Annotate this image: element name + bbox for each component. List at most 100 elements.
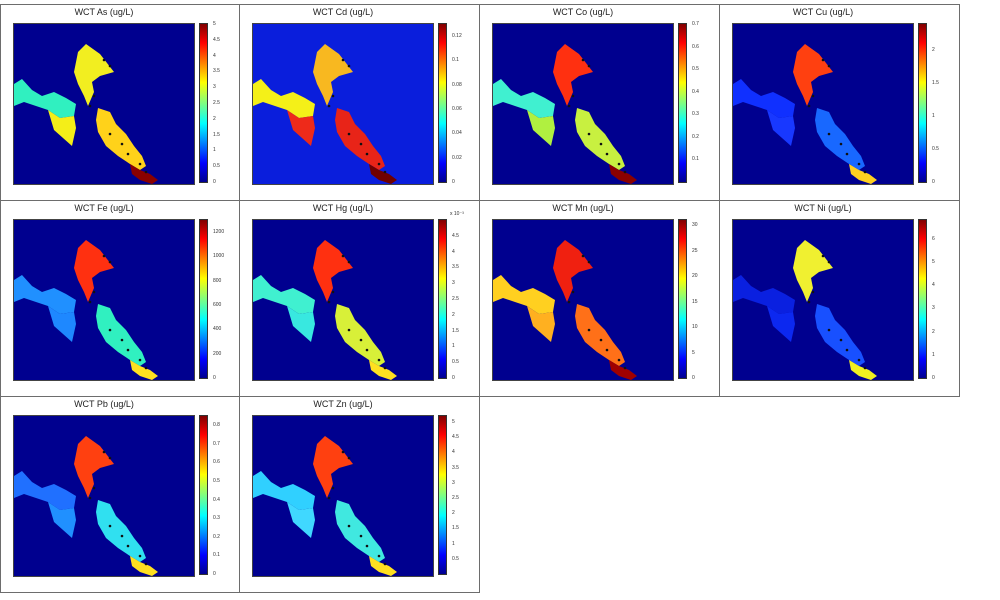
heatmap-svg	[733, 44, 877, 184]
colorbar-tick-label: 6	[932, 235, 935, 242]
station-point	[605, 348, 609, 352]
colorbar-tick-label: 2	[932, 328, 935, 335]
colorbar	[678, 219, 687, 379]
heatmap-plot-area	[13, 415, 195, 577]
colorbar-tick-label: 0.12	[452, 33, 462, 40]
heatmap-svg	[733, 240, 877, 380]
station-point	[92, 290, 96, 294]
colorbar-tick-label: 5	[692, 349, 695, 356]
colorbar-tick-label: 3	[452, 479, 455, 486]
colorbar	[438, 219, 447, 379]
station-point	[377, 162, 381, 166]
panel-hg: WCT Hg (ug/L) x 10⁻³ 0 0.5 1 1.5 2 2.5 3 3.5 4 4.5	[239, 200, 480, 397]
colorbar-tick-label: 2	[452, 510, 455, 517]
zone-outlet	[130, 556, 158, 576]
colorbar-tick-label: 3	[452, 280, 455, 287]
station-point	[623, 170, 627, 174]
chart-title: WCT Pb (ug/L)	[74, 399, 134, 409]
station-point	[144, 366, 148, 370]
station-point	[327, 300, 331, 304]
colorbar-tick-label: 0.2	[692, 133, 699, 140]
station-point	[144, 170, 148, 174]
zone-outlet	[609, 164, 637, 184]
heatmap-plot-area	[492, 219, 674, 381]
heatmap-plot-area	[252, 219, 434, 381]
station-point	[821, 58, 825, 62]
heatmap-plot-area	[732, 23, 914, 185]
colorbar-tick-label: 0	[932, 375, 935, 381]
station-point	[102, 450, 106, 454]
colorbar-tick-label: 0.7	[692, 21, 699, 27]
colorbar-tick-label: 0.5	[692, 66, 699, 73]
station-point	[327, 104, 331, 108]
panel-ni: WCT Ni (ug/L) 0 1 2 3 4 5 6	[719, 200, 960, 397]
station-point	[120, 338, 124, 342]
colorbar-tick-label: 5	[932, 258, 935, 265]
station-point	[331, 486, 335, 490]
colorbar-tick-label: 0.08	[452, 81, 462, 88]
colorbar-tick-label: 0.5	[452, 359, 459, 366]
station-point	[839, 338, 843, 342]
zone-west-channel	[14, 471, 76, 510]
colorbar	[199, 415, 208, 575]
station-point	[365, 348, 369, 352]
colorbar-tick-label: 3.5	[452, 464, 459, 471]
heatmap-svg	[493, 240, 637, 380]
colorbar-tick-label: 25	[692, 247, 698, 254]
station-point	[359, 534, 363, 538]
zone-west-channel	[493, 79, 555, 118]
station-point	[120, 142, 124, 146]
colorbar-tick-label: 0.06	[452, 106, 462, 113]
panel-cu: WCT Cu (ug/L) 0 0.5 1 1.5 2	[719, 4, 960, 201]
station-point	[571, 290, 575, 294]
station-point	[807, 104, 811, 108]
colorbar-tick-label: 1000	[213, 253, 225, 260]
station-point	[138, 554, 142, 558]
station-point	[108, 132, 112, 136]
station-point	[567, 104, 571, 108]
station-point	[126, 152, 130, 156]
colorbar-tick-label: 0.2	[213, 533, 220, 540]
colorbar-tick-label: 5	[452, 419, 455, 426]
colorbar-tick-label: 4	[213, 52, 216, 59]
colorbar-tick-label: 4	[452, 449, 455, 456]
colorbar-tick-label: 4.5	[213, 36, 220, 43]
station-point	[581, 58, 585, 62]
heatmap-plot-area	[252, 23, 434, 185]
station-point	[341, 254, 345, 258]
colorbar-tick-label: 0.5	[452, 555, 459, 562]
colorbar-tick-label: 0	[452, 179, 455, 185]
station-point	[863, 170, 867, 174]
station-point	[599, 338, 603, 342]
zone-outlet	[130, 360, 158, 380]
colorbar-tick-label: 0	[452, 375, 455, 381]
station-point	[377, 554, 381, 558]
heatmap-plot-area	[13, 219, 195, 381]
chart-title: WCT Cd (ug/L)	[312, 7, 374, 17]
zone-west-channel	[14, 275, 76, 314]
colorbar-tick-label: 15	[692, 298, 698, 305]
colorbar-tick-label: 1	[932, 351, 935, 358]
colorbar-tick-label: 5	[213, 21, 216, 27]
colorbar-tick-label: 0.4	[213, 496, 220, 503]
zone-outlet	[369, 556, 397, 576]
zone-west-lobe	[287, 502, 315, 538]
colorbar-tick-label: 2	[213, 115, 216, 122]
colorbar-tick-label: 3.5	[213, 68, 220, 75]
colorbar-tick-label: 1.5	[452, 525, 459, 532]
panel-mn: WCT Mn (ug/L) 0 5 10 15 20 25 30	[479, 200, 720, 397]
station-point	[377, 358, 381, 362]
colorbar-tick-label: 30	[692, 222, 698, 229]
colorbar-tick-label: 3	[932, 305, 935, 312]
station-point	[587, 64, 591, 68]
station-point	[857, 358, 861, 362]
heatmap-svg	[14, 240, 158, 380]
station-point	[92, 94, 96, 98]
zone-south-basin	[96, 304, 146, 366]
zone-outlet	[849, 164, 877, 184]
colorbar-tick-label: 0	[213, 179, 216, 185]
heatmap-plot-area	[732, 219, 914, 381]
colorbar-tick-label: 600	[213, 302, 222, 309]
station-point	[599, 142, 603, 146]
heatmap-plot-area	[252, 415, 434, 577]
